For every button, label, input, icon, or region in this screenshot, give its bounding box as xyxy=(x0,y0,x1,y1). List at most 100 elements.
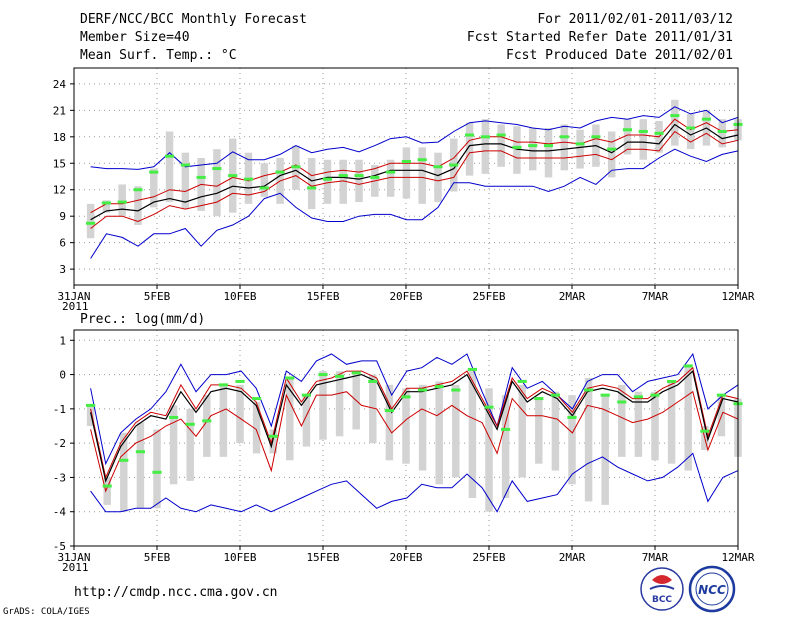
temp-spread-box xyxy=(323,159,332,204)
prec-xtick-label: 2MAR xyxy=(559,551,586,564)
prec-xtick-year: 2011 xyxy=(62,561,89,574)
prec-spread-box xyxy=(269,429,277,454)
temp-xtick-label: 20FEB xyxy=(389,290,422,303)
temp-median-mark xyxy=(496,133,506,137)
prec-median-mark xyxy=(650,393,660,397)
temp-median-mark xyxy=(591,135,601,139)
prec-spread-box xyxy=(352,374,360,430)
prec-ytick-label: -3 xyxy=(53,471,66,484)
fcst-started-date: Fcst Started Refer Date 2011/01/31 xyxy=(467,30,733,45)
prec-median-mark xyxy=(683,364,693,368)
prec-xtick-label: 25FEB xyxy=(472,551,505,564)
prec-xtick-label: 10FEB xyxy=(223,551,256,564)
temp-ytick-label: 18 xyxy=(53,131,66,144)
temp-spread-box xyxy=(671,99,679,146)
temp-spread-box xyxy=(165,131,174,203)
prec-spread-box xyxy=(551,391,560,471)
prec-median-mark xyxy=(169,415,179,419)
temp-median-mark xyxy=(307,186,317,190)
prec-median-mark xyxy=(135,450,145,454)
temp-median-mark xyxy=(370,175,380,179)
prec-median-mark xyxy=(218,383,228,387)
prec-xtick-label: 12MAR xyxy=(721,551,754,564)
temp-spread-box xyxy=(513,126,521,174)
prec-spread-box xyxy=(634,391,643,457)
prec-spread-box xyxy=(286,378,294,461)
source-url[interactable]: http://cmdp.ncc.cma.gov.cn xyxy=(74,585,278,600)
prec-mean-line xyxy=(90,369,739,483)
prec-median-mark xyxy=(384,409,394,413)
prec-median-mark xyxy=(351,371,361,375)
temp-spread-box xyxy=(718,119,726,148)
temp-spread-box xyxy=(576,129,584,169)
prec-spread-box xyxy=(501,395,510,498)
prec-median-mark xyxy=(368,379,378,383)
ncc-logo-text: NCC xyxy=(698,583,726,597)
temp-spread-box xyxy=(102,200,111,213)
prec-median-mark xyxy=(550,393,560,397)
temp-spread-box xyxy=(339,159,347,204)
temp-xtick-label: 15FEB xyxy=(306,290,339,303)
chart-title: DERF/NCC/BCC Monthly Forecast xyxy=(80,12,307,27)
prec-ytick-label: -4 xyxy=(53,506,67,519)
temp-median-mark xyxy=(686,126,696,130)
temp-spread-box xyxy=(686,113,695,150)
prec-spread-box xyxy=(584,378,593,502)
prec-xtick-label: 20FEB xyxy=(389,551,422,564)
temp-median-mark xyxy=(543,144,554,148)
prec-median-mark xyxy=(484,405,494,409)
temp-median-mark xyxy=(654,131,664,135)
prec-spread-box xyxy=(435,381,443,485)
prec-median-mark xyxy=(600,393,610,397)
temp-median-mark xyxy=(354,174,364,178)
prec-median-mark xyxy=(401,395,411,399)
temp-median-mark xyxy=(149,170,159,174)
temp-panel-label: Mean Surf. Temp.: °C xyxy=(80,48,237,63)
prec-spread-box xyxy=(684,364,692,471)
temp-median-mark xyxy=(338,174,348,178)
prec-spread-box xyxy=(518,384,526,478)
prec-spread-box xyxy=(535,398,543,464)
temp-ytick-label: 9 xyxy=(59,210,66,223)
temp-spread-box xyxy=(86,203,95,239)
temp-ytick-label: 3 xyxy=(59,263,66,276)
temp-upper-line xyxy=(90,118,739,214)
prec-spread-box xyxy=(568,395,576,485)
prec-spread-box xyxy=(468,371,477,498)
prec-ytick-label: -1 xyxy=(53,403,66,416)
temp-xtick-label: 25FEB xyxy=(472,290,505,303)
temp-ytick-label: 12 xyxy=(53,184,66,197)
prec-median-mark xyxy=(617,400,627,404)
prec-spread-box xyxy=(485,388,493,512)
prec-ytick-label: -2 xyxy=(53,437,66,450)
temp-spread-box xyxy=(307,157,316,210)
prec-median-mark xyxy=(268,434,278,438)
prec-median-mark xyxy=(517,379,527,383)
prec-median-mark xyxy=(119,458,129,462)
bcc-logo-text: BCC xyxy=(652,595,672,605)
prec-xtick-label: 5FEB xyxy=(144,551,171,564)
prec-spread-box xyxy=(186,408,194,481)
prec-lower-line xyxy=(90,390,739,493)
temp-spread-box xyxy=(560,124,569,171)
temp-median-mark xyxy=(228,174,238,178)
prec-spread-box xyxy=(252,402,261,454)
prec-median-mark xyxy=(700,429,710,433)
prec-median-mark xyxy=(633,395,643,399)
forecast-period: For 2011/02/01-2011/03/12 xyxy=(537,12,733,27)
prec-median-mark xyxy=(318,373,328,377)
temp-spread-box xyxy=(260,163,269,197)
prec-spread-box xyxy=(236,384,244,444)
prec-xtick-label: 7MAR xyxy=(642,551,669,564)
temp-median-mark xyxy=(607,147,617,151)
prec-median-mark xyxy=(102,484,112,488)
prec-spread-box xyxy=(302,395,311,447)
temp-median-mark xyxy=(164,154,175,158)
prec-spread-box xyxy=(667,381,676,464)
temp-spread-box xyxy=(150,168,158,208)
temp-median-mark xyxy=(291,165,301,169)
prec-spread-box xyxy=(452,384,460,478)
temp-median-mark xyxy=(243,177,254,181)
prec-spread-box xyxy=(120,432,128,512)
